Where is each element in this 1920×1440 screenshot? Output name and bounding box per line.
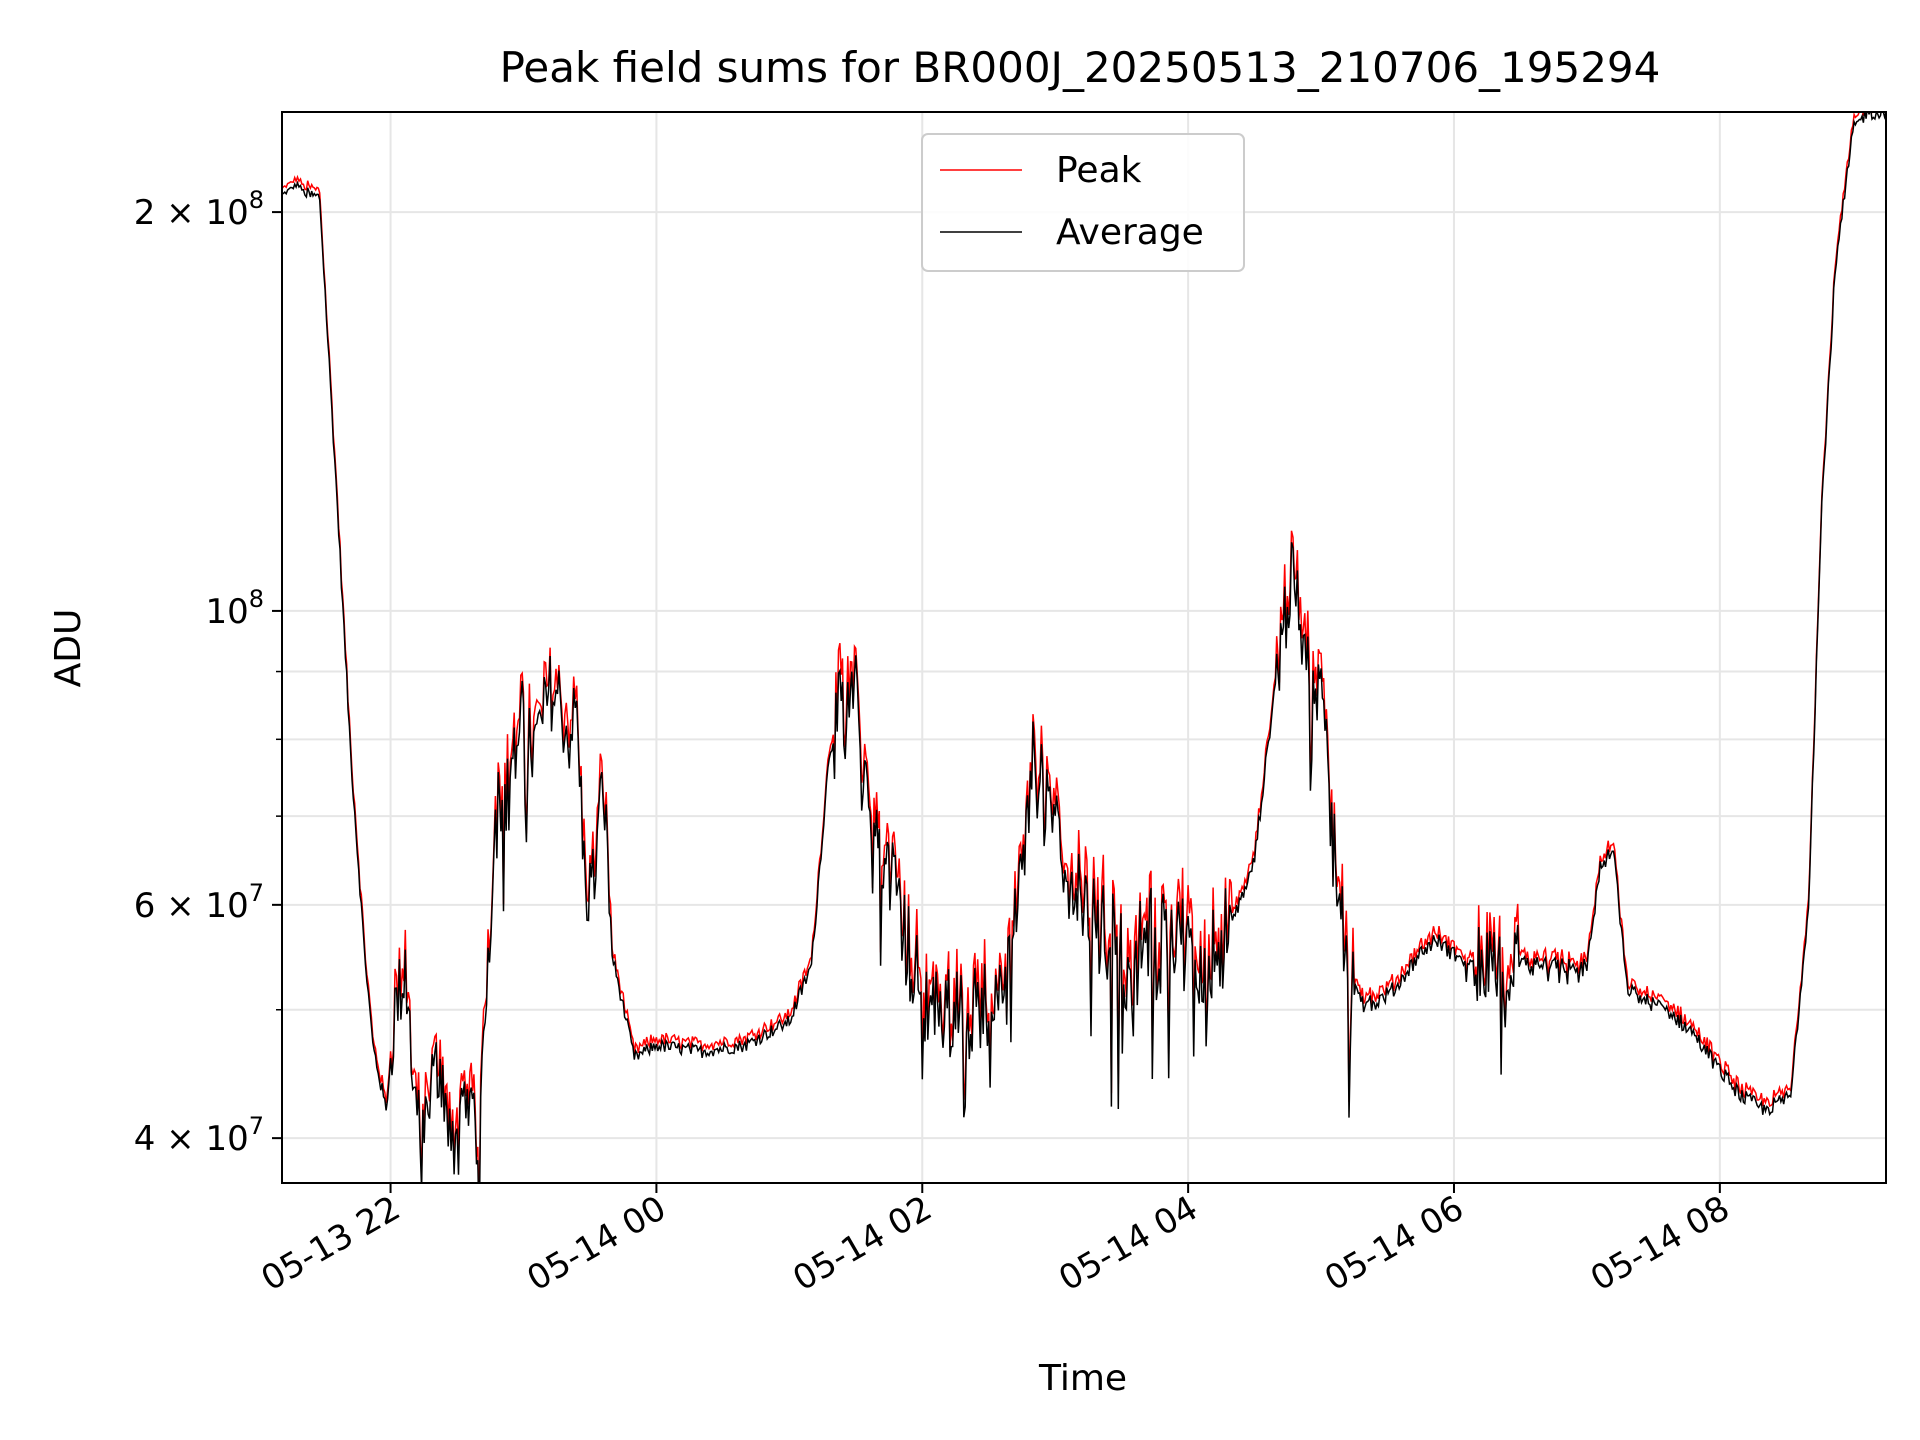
y-axis-ticks: 4 × 107 6 × 107 108 2 × 108 [134,186,282,1159]
x-tick-label: 05-14 04 [1052,1188,1204,1299]
series-line-average [282,112,1886,1183]
legend: Peak Average [921,133,1245,272]
x-axis-ticks: 05-13 22 05-14 00 05-14 02 05-14 04 05-14 06… [255,1183,1736,1299]
plot-lines [282,112,1886,1183]
x-tick-label: 05-13 22 [255,1188,407,1299]
chart-title: Peak field sums for BR000J_20250513_2107… [500,43,1661,92]
grid [282,112,1886,1183]
legend-box [921,133,1245,272]
x-tick-label: 05-14 02 [786,1188,938,1299]
x-tick-label: 05-14 06 [1318,1188,1470,1299]
x-tick-label: 05-14 08 [1584,1188,1736,1299]
x-tick-label: 05-14 00 [521,1188,673,1299]
y-tick-label: 108 [205,585,264,632]
x-axis-label: Time [1038,1358,1127,1399]
y-axis-label: ADU [48,609,89,688]
y-tick-label: 4 × 107 [134,1112,264,1159]
legend-label-peak: Peak [1056,150,1142,191]
y-tick-label: 6 × 107 [134,879,264,926]
y-tick-label: 2 × 108 [134,186,264,233]
plot-frame [281,111,1887,1184]
legend-label-average: Average [1056,212,1204,253]
